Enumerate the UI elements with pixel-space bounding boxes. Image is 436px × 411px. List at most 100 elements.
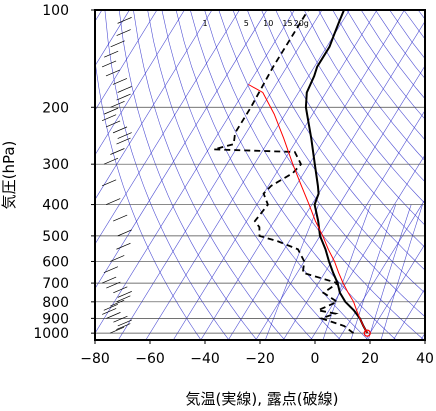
mixing-ratio-label: 5	[244, 19, 249, 28]
dry-adiabat	[261, 10, 425, 248]
x-tick-label: −80	[80, 351, 110, 367]
wind-barb	[110, 255, 125, 262]
wind-barb	[110, 100, 125, 108]
wind-barbs	[101, 10, 132, 334]
surface-marker	[363, 329, 371, 337]
wind-barb	[101, 60, 117, 68]
wind-barb	[112, 126, 128, 134]
isotherm	[118, 10, 323, 340]
wind-barb	[110, 148, 125, 155]
wind-barb	[110, 40, 125, 48]
dry-adiabat	[147, 10, 313, 340]
dry-adiabat	[375, 10, 425, 80]
x-tick-label: 40	[416, 351, 434, 367]
mixing-ratio-label: 15	[282, 19, 292, 28]
x-tick-label: 0	[311, 351, 320, 367]
dry-adiabat	[133, 10, 285, 340]
isotherm	[95, 10, 158, 111]
isotherm	[283, 109, 425, 340]
wind-barb	[117, 319, 132, 327]
dry-adiabat	[232, 10, 425, 294]
dry-adiabat	[318, 10, 425, 162]
dry-adiabat	[289, 10, 425, 204]
dry-adiabat	[95, 57, 202, 340]
isotherm	[95, 10, 295, 334]
mixing-ratio-line	[380, 204, 423, 340]
isotherm	[95, 10, 240, 245]
wind-barb	[117, 291, 132, 298]
wind-barb	[112, 78, 128, 85]
y-tick-label: 600	[42, 254, 69, 270]
solid-line	[304, 10, 369, 334]
dry-adiabat	[403, 10, 425, 40]
mixing-ratio-label: 1	[202, 19, 207, 28]
mixing-ratio-label: 10	[263, 19, 273, 28]
wind-barb	[109, 299, 125, 307]
x-tick-label: 20	[361, 351, 379, 367]
isotherm	[338, 198, 425, 340]
wind-barb	[102, 308, 117, 315]
dry-adiabat	[432, 10, 436, 340]
mixing-ratio-line	[368, 204, 412, 340]
wind-barb	[106, 198, 121, 205]
wind-barb	[116, 323, 131, 330]
wind-barb	[116, 295, 131, 303]
wind-barb	[116, 242, 131, 250]
dry-adiabat	[104, 10, 230, 340]
x-tick-label: −20	[245, 351, 275, 367]
wind-barb	[104, 50, 119, 58]
wind-barb	[117, 132, 132, 139]
reference-lines	[95, 10, 436, 340]
mixing-ratio-line	[265, 204, 319, 340]
wind-barb	[117, 86, 132, 93]
dry-adiabat	[417, 10, 425, 20]
isotherm	[95, 10, 185, 156]
red-line	[248, 84, 368, 334]
wind-barb	[117, 229, 132, 237]
wind-barb	[106, 312, 121, 319]
wind-barb	[116, 93, 131, 101]
dry-adiabat	[175, 10, 369, 340]
wind-barb	[106, 281, 121, 289]
isotherm	[95, 10, 213, 201]
dry-adiabat	[346, 10, 425, 120]
wind-barb	[102, 276, 117, 284]
dashed-line	[213, 10, 355, 334]
y-tick-label: 800	[42, 295, 69, 311]
mixing-ratio-label: 20g	[294, 19, 309, 28]
wind-barb	[105, 120, 121, 128]
isotherm	[420, 332, 425, 340]
mixing-ratio-line	[350, 204, 396, 340]
x-tick-label: −40	[190, 351, 220, 367]
isotherm	[145, 10, 350, 340]
wind-barb	[101, 179, 117, 187]
dry-adiabat	[218, 10, 425, 318]
y-tick-label: 200	[42, 100, 69, 116]
y-axis-label: 気圧(hPa)	[0, 141, 18, 210]
isotherm	[255, 65, 425, 340]
y-tick-label: 500	[42, 229, 69, 245]
wind-barb	[113, 286, 128, 294]
dry-adiabat	[303, 10, 425, 183]
isotherm	[173, 10, 378, 340]
surface-marker-layer	[363, 329, 371, 337]
wind-barb	[105, 69, 121, 77]
dry-adiabat	[247, 10, 425, 271]
isotherm	[310, 154, 425, 340]
dry-adiabat	[204, 10, 425, 340]
wind-barb	[113, 315, 128, 323]
y-tick-label: 1000	[33, 326, 69, 342]
plot-frame	[94, 9, 426, 341]
dry-adiabat	[190, 10, 397, 340]
pressure-gridlines	[95, 10, 425, 334]
x-axis-ticks: −80 −60 −40 −20 0 20 40	[80, 340, 434, 367]
mixing-ratio-labels: 1 5 10 15 20g	[202, 19, 308, 28]
x-tick-label: −60	[135, 351, 165, 367]
isotherm	[393, 288, 425, 340]
y-tick-label: 400	[42, 198, 69, 214]
wind-barb	[116, 137, 131, 145]
wind-barb	[103, 304, 118, 311]
y-tick-label: 100	[42, 3, 69, 19]
wind-barb	[103, 266, 119, 274]
